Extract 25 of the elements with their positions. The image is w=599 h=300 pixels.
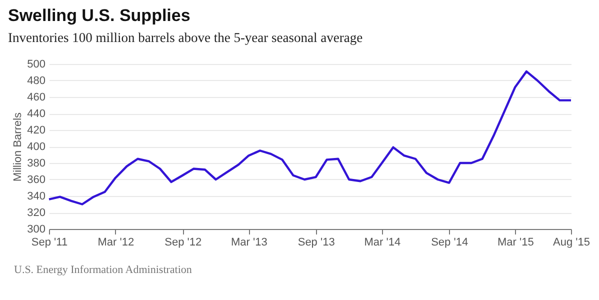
x-tick-label: Mar '12: [98, 236, 134, 248]
y-tick-label: 480: [27, 75, 46, 87]
y-tick-label: 360: [27, 174, 46, 186]
x-tick-label: Sep '14: [431, 236, 468, 248]
chart-title: Swelling U.S. Supplies: [8, 6, 190, 26]
x-tick-label: Aug '15: [553, 236, 590, 248]
text: U.S. Energy Information Administration: [14, 264, 192, 276]
chart-subtitle: Inventories 100 million barrels above the 5-year seasonal average: [8, 30, 363, 46]
x-tick-label: Sep '11: [31, 236, 68, 248]
y-tick-label: 500: [27, 58, 46, 70]
y-tick-label: 440: [27, 108, 46, 120]
y-tick-label: 380: [27, 158, 46, 170]
line-series: [48, 70, 572, 206]
y-axis-title: Million Barrels: [12, 112, 24, 182]
x-tick-label: Sep '13: [298, 236, 335, 248]
x-tick-label: Sep '12: [164, 236, 202, 248]
x-tick-label: Mar '13: [231, 236, 268, 248]
y-tick-label: 300: [27, 224, 46, 236]
y-tick-label: 320: [27, 207, 46, 219]
y-tick-label: 340: [27, 190, 46, 202]
y-tick-label: 420: [27, 124, 46, 136]
y-tick-label: 460: [27, 92, 46, 104]
y-tick-label: 400: [27, 141, 46, 153]
x-tick-label: Mar '14: [364, 236, 401, 248]
x-tick-label: Mar '15: [497, 236, 534, 248]
